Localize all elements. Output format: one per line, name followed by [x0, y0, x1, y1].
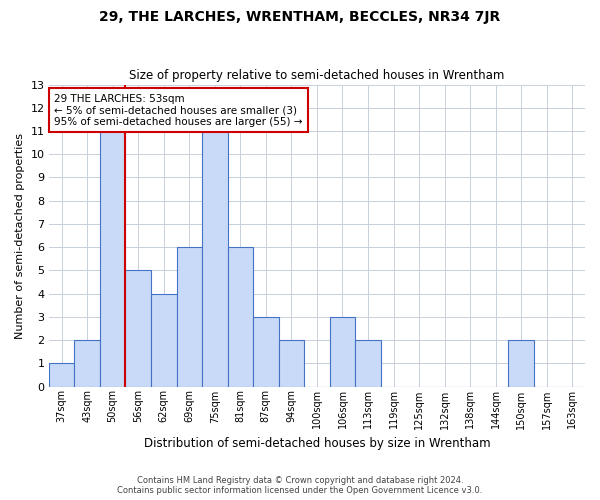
Bar: [74, 340, 100, 386]
Bar: [508, 340, 534, 386]
Text: 29 THE LARCHES: 53sqm
← 5% of semi-detached houses are smaller (3)
95% of semi-d: 29 THE LARCHES: 53sqm ← 5% of semi-detac…: [54, 94, 303, 127]
Y-axis label: Number of semi-detached properties: Number of semi-detached properties: [15, 132, 25, 338]
Bar: [125, 270, 151, 386]
Bar: [227, 247, 253, 386]
Bar: [202, 131, 227, 386]
Bar: [100, 108, 125, 386]
X-axis label: Distribution of semi-detached houses by size in Wrentham: Distribution of semi-detached houses by …: [143, 437, 490, 450]
Bar: [176, 247, 202, 386]
Bar: [355, 340, 381, 386]
Bar: [151, 294, 176, 386]
Bar: [253, 317, 278, 386]
Text: 29, THE LARCHES, WRENTHAM, BECCLES, NR34 7JR: 29, THE LARCHES, WRENTHAM, BECCLES, NR34…: [100, 10, 500, 24]
Bar: [49, 364, 74, 386]
Text: Contains HM Land Registry data © Crown copyright and database right 2024.
Contai: Contains HM Land Registry data © Crown c…: [118, 476, 482, 495]
Bar: [329, 317, 355, 386]
Title: Size of property relative to semi-detached houses in Wrentham: Size of property relative to semi-detach…: [129, 69, 505, 82]
Bar: [278, 340, 304, 386]
